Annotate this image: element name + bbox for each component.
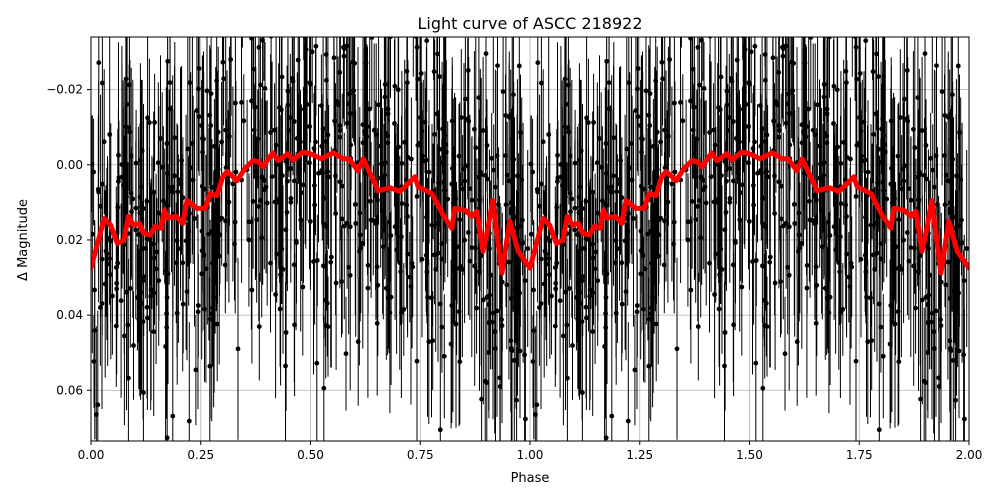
x-tick-label: 1.50 (736, 448, 763, 462)
x-tick-label: 1.00 (517, 448, 544, 462)
x-tick-label: 1.75 (846, 448, 873, 462)
y-tick-label: 0.06 (56, 383, 83, 397)
x-tick-label: 0.00 (78, 448, 105, 462)
y-tick-label: 0.00 (56, 158, 83, 172)
x-axis-label: Phase (511, 471, 550, 486)
y-tick-label: 0.04 (56, 308, 83, 322)
chart-title: Light curve of ASCC 218922 (417, 14, 642, 33)
model-curve (91, 149, 969, 276)
y-axis-label: Δ Magnitude (16, 199, 31, 281)
x-tick-label: 0.75 (407, 448, 434, 462)
x-tick-label: 1.25 (626, 448, 653, 462)
y-tick-label: −0.02 (46, 83, 83, 97)
x-axis-ticks: 0.00 0.25 0.50 0.75 1.00 1.25 1.50 1.75 2.00 (78, 441, 983, 462)
y-tick-label: 0.02 (56, 233, 83, 247)
x-tick-label: 2.00 (956, 448, 983, 462)
x-tick-label: 0.25 (187, 448, 214, 462)
x-tick-label: 0.50 (297, 448, 324, 462)
y-axis-ticks: −0.02 0.00 0.02 0.04 0.06 (46, 83, 91, 397)
